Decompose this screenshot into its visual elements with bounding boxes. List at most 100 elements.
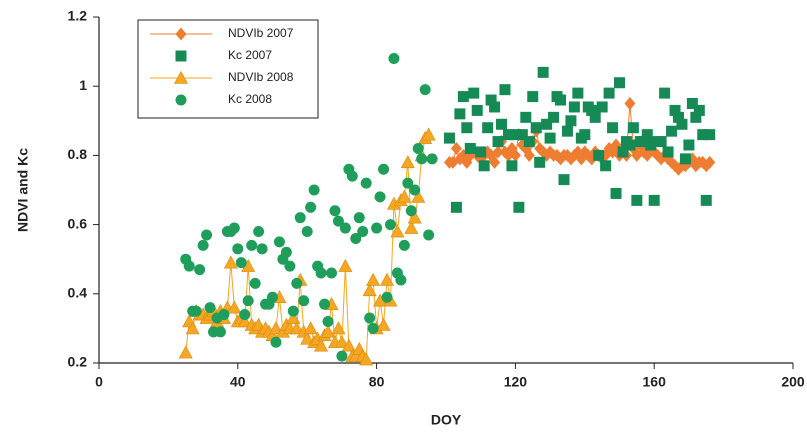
data-point <box>298 295 310 307</box>
data-point <box>366 272 381 286</box>
data-point <box>353 212 365 224</box>
x-axis-label: DOY <box>431 412 462 428</box>
data-point <box>697 129 709 141</box>
x-tick-label: 120 <box>504 374 528 390</box>
data-point <box>280 246 292 258</box>
data-point <box>360 177 372 189</box>
data-point <box>421 127 436 141</box>
data-point <box>610 187 622 199</box>
y-tick-label: 0.6 <box>68 215 88 231</box>
data-point <box>197 239 209 251</box>
data-point <box>614 77 625 89</box>
data-point <box>300 331 315 345</box>
data-point <box>242 295 254 307</box>
data-point <box>607 122 619 134</box>
legend-label: NDVIb 2007 <box>228 26 294 40</box>
data-point <box>350 232 362 244</box>
data-point <box>537 66 549 78</box>
data-point <box>527 91 539 103</box>
data-point <box>530 122 542 134</box>
data-point <box>627 122 639 134</box>
data-point <box>555 94 567 106</box>
data-point <box>641 129 653 141</box>
legend-box <box>137 19 319 119</box>
data-point <box>523 136 535 148</box>
data-point <box>485 94 497 106</box>
data-point <box>558 174 570 186</box>
data-point <box>679 153 691 165</box>
legend-marker <box>175 94 187 106</box>
data-point <box>686 98 698 109</box>
x-tick-label: 80 <box>369 374 385 390</box>
data-point <box>411 189 426 203</box>
data-point <box>331 321 346 335</box>
data-point <box>322 315 334 327</box>
data-point <box>638 136 650 148</box>
data-point <box>357 226 369 238</box>
data-point <box>676 118 688 130</box>
x-tick-label: 0 <box>95 374 103 390</box>
data-point <box>315 267 327 279</box>
data-point <box>253 226 265 238</box>
data-point <box>534 156 546 168</box>
data-point <box>631 194 643 206</box>
data-point <box>683 139 695 151</box>
data-point <box>346 170 358 182</box>
data-point <box>405 205 417 217</box>
data-point <box>516 129 528 141</box>
data-point <box>267 291 278 303</box>
data-point <box>329 205 341 217</box>
data-point <box>301 226 313 238</box>
data-point <box>624 139 636 151</box>
data-point <box>239 309 251 321</box>
data-point <box>190 305 202 317</box>
data-point <box>502 129 514 141</box>
data-point <box>419 84 431 96</box>
data-point <box>700 194 712 206</box>
data-point <box>397 189 412 203</box>
data-point <box>662 146 674 158</box>
data-point <box>364 312 376 324</box>
data-point <box>314 338 329 352</box>
data-point <box>341 338 356 352</box>
y-tick-label: 0.8 <box>68 146 88 162</box>
data-point <box>237 314 252 328</box>
data-point <box>334 335 349 349</box>
data-point <box>544 132 556 144</box>
data-point <box>579 129 591 141</box>
data-point <box>482 122 494 134</box>
data-point <box>478 160 490 172</box>
data-point <box>464 142 476 154</box>
data-point <box>305 201 317 213</box>
data-point <box>402 177 414 189</box>
data-point <box>416 153 428 165</box>
data-point <box>548 111 560 123</box>
data-point <box>284 260 296 272</box>
data-point <box>568 101 580 113</box>
data-point <box>659 87 671 99</box>
data-point <box>268 321 283 335</box>
x-tick-label: 200 <box>781 374 805 390</box>
data-point <box>669 104 681 116</box>
data-point <box>286 310 301 324</box>
data-point <box>381 291 393 303</box>
data-point <box>289 321 304 335</box>
data-point <box>655 136 667 148</box>
data-point <box>492 145 504 159</box>
data-point <box>378 163 390 175</box>
data-point <box>384 219 396 231</box>
data-point <box>228 222 240 234</box>
data-point <box>586 104 598 116</box>
y-tick-label: 1 <box>79 77 87 93</box>
y-tick-label: 0.4 <box>68 285 88 301</box>
data-point <box>589 111 601 123</box>
data-point <box>693 104 705 116</box>
legend-label: Kc 2008 <box>228 92 272 106</box>
data-point <box>617 146 629 158</box>
data-point <box>273 236 285 248</box>
data-point <box>374 191 386 203</box>
data-point <box>338 258 353 272</box>
data-point <box>561 125 573 137</box>
data-point <box>648 194 660 206</box>
